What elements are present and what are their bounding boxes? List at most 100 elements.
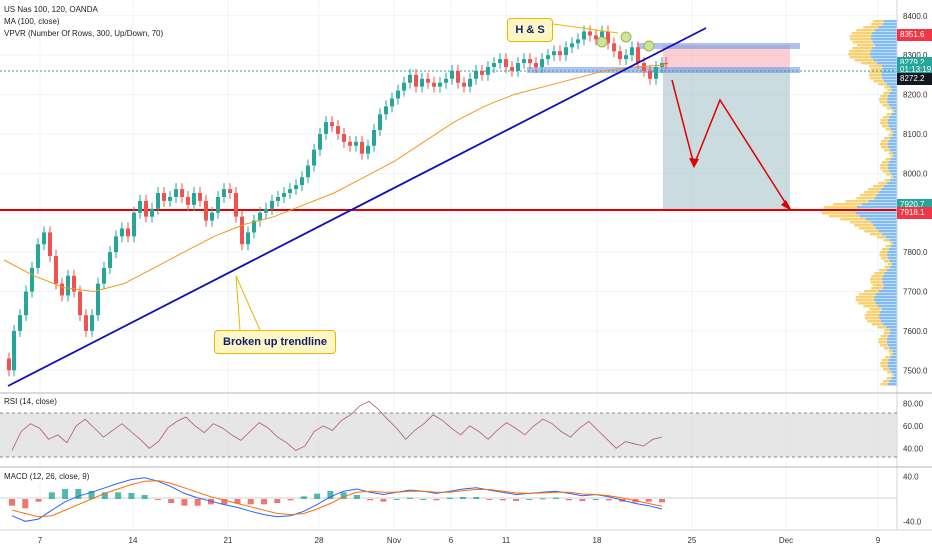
volume-bar-up <box>884 80 897 83</box>
rsi-tick-label: 80.00 <box>903 400 924 409</box>
price-axis[interactable]: 7500.07600.07700.07800.07900.08000.08100… <box>903 12 928 376</box>
volume-bar-down <box>851 32 873 35</box>
time-tick-label: 18 <box>593 536 602 545</box>
macd-histogram-bar <box>261 499 268 505</box>
candle-body <box>630 47 634 56</box>
candle-body <box>102 267 106 284</box>
volume-bar-up <box>889 137 897 140</box>
candle-body <box>324 122 328 134</box>
candle-body <box>138 200 142 213</box>
time-axis[interactable]: 7 14 21 28 Nov 6 11 18 25 Dec 9 <box>38 536 881 545</box>
volume-bar-up <box>887 164 897 167</box>
volume-bar-down <box>883 347 890 350</box>
volume-bar-up <box>891 89 897 92</box>
volume-bar-down <box>850 221 872 224</box>
volume-bar-up <box>887 251 897 254</box>
volume-bar-up <box>890 158 897 161</box>
volume-bar-up <box>893 131 897 134</box>
volume-bar-down <box>855 296 875 299</box>
volume-bar-up <box>892 263 897 266</box>
volume-bar-up <box>888 140 897 143</box>
volume-bar-down <box>880 143 888 146</box>
candle-body <box>48 232 52 257</box>
volume-bar-down <box>880 362 888 365</box>
candle-body <box>444 78 448 83</box>
volume-bar-down <box>870 77 883 80</box>
volume-bar-down <box>864 314 880 317</box>
candle-body <box>312 149 316 166</box>
volume-bar-down <box>872 20 884 23</box>
volume-bar-up <box>881 65 897 68</box>
macd-histogram-bar <box>460 496 467 499</box>
volume-bar-up <box>891 107 897 110</box>
candle-body <box>240 216 244 245</box>
volume-bar-down <box>883 239 890 242</box>
macd-histogram-bar <box>141 494 148 499</box>
volume-bar-up <box>855 212 897 215</box>
candle-body <box>420 78 424 87</box>
volume-bar-down <box>877 326 887 329</box>
candle-body <box>384 106 388 115</box>
candle-body <box>450 70 454 79</box>
volume-bar-up <box>865 218 897 221</box>
macd-histogram-bar <box>367 499 374 501</box>
volume-bar-down <box>885 356 891 359</box>
vpvr-legend[interactable]: VPVR (Number Of Rows, 300, Up/Down, 70) <box>4 29 164 38</box>
candle-body <box>636 47 640 64</box>
right-shoulder-marker <box>643 40 655 52</box>
volume-bar-up <box>891 377 897 380</box>
macd-histogram-bar <box>486 499 493 500</box>
price-tag: 7918.1 <box>897 206 932 219</box>
volume-bar-down <box>857 44 876 47</box>
ma-legend[interactable]: MA (100, close) <box>4 17 60 26</box>
time-tick-label: Dec <box>779 536 793 545</box>
volume-bar-down <box>878 269 888 272</box>
trade-setup-box[interactable] <box>527 43 800 210</box>
macd-histogram-bar <box>406 497 413 499</box>
volume-bar-up <box>870 35 897 38</box>
head-marker <box>620 31 632 43</box>
macd-histogram-bar <box>115 492 122 499</box>
price-tick-label: 8400.0 <box>903 12 928 21</box>
volume-bar-down <box>882 248 889 251</box>
volume-bar-up <box>891 173 897 176</box>
time-tick-label: 9 <box>876 536 881 545</box>
candle-body <box>186 196 190 205</box>
symbol-legend[interactable]: US Nas 100, 120, OANDA <box>4 5 98 14</box>
volume-bar-up <box>879 230 897 233</box>
volume-bar-down <box>878 338 887 341</box>
volume-bar-down <box>871 275 883 278</box>
volume-bar-down <box>880 365 888 368</box>
volume-bar-up <box>889 170 897 173</box>
price-tick-label: 8100.0 <box>903 130 928 139</box>
volume-bar-down <box>891 110 895 113</box>
volume-bar-up <box>888 359 897 362</box>
macd-histogram-bar <box>22 499 29 509</box>
volume-bar-up <box>879 314 897 317</box>
macd-legend[interactable]: MACD (12, 26, close, 9) <box>4 472 90 481</box>
volume-bar-up <box>873 59 897 62</box>
candle-body <box>564 47 568 56</box>
broken-uptrend-line[interactable] <box>7 27 707 387</box>
volume-bar-down <box>890 176 894 179</box>
volume-bar-down <box>881 125 889 128</box>
candle-body <box>162 193 166 201</box>
volume-bar-up <box>889 149 897 152</box>
macd-histogram-bar <box>48 492 55 499</box>
volume-bar-up <box>887 365 897 368</box>
price-tick-label: 8000.0 <box>903 169 928 178</box>
volume-bar-down <box>848 50 871 53</box>
time-tick-label: 21 <box>224 536 233 545</box>
candle-body <box>90 315 94 331</box>
volume-bar-down <box>869 308 882 311</box>
candle-body <box>570 43 574 48</box>
candle-body <box>132 212 136 237</box>
volume-bar-down <box>874 272 885 275</box>
volume-bar-down <box>886 107 892 110</box>
macd-histogram-bar <box>446 497 453 499</box>
volume-bar-up <box>883 185 897 188</box>
macd-histogram-bar <box>605 499 612 501</box>
rsi-legend[interactable]: RSI (14, close) <box>4 397 57 406</box>
